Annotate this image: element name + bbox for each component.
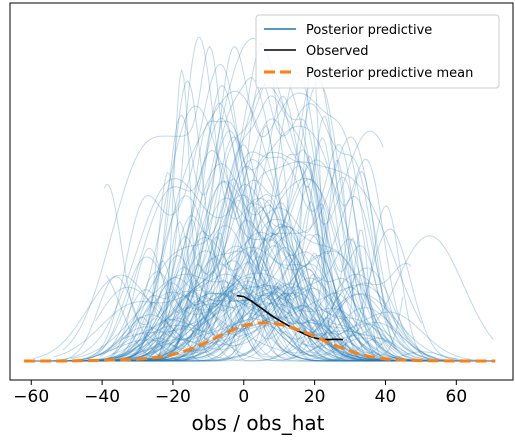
posterior-predictive-sample-line: [59, 225, 399, 362]
posterior-predictive-sample-line: [85, 161, 423, 362]
posterior-predictive-sample-line: [140, 95, 494, 362]
posterior-predictive-sample-line: [125, 232, 360, 362]
x-tick-label: 60: [446, 387, 468, 407]
posterior-predictive-sample-line: [116, 203, 489, 362]
posterior-predictive-sample-line: [122, 279, 459, 360]
x-tick-label: −40: [84, 387, 120, 407]
posterior-predictive-samples: [24, 36, 496, 362]
posterior-predictive-sample-line: [44, 284, 383, 362]
posterior-predictive-sample-line: [41, 291, 495, 362]
posterior-predictive-sample-line: [117, 266, 384, 362]
posterior-predictive-sample-line: [94, 77, 327, 362]
posterior-predictive-sample-line: [121, 250, 390, 362]
posterior-predictive-sample-line: [60, 261, 414, 362]
posterior-predictive-sample-line: [118, 282, 346, 362]
x-tick-label: 40: [375, 387, 397, 407]
posterior-predictive-sample-line: [154, 165, 421, 362]
posterior-predictive-sample-line: [73, 70, 416, 362]
legend-label-posterior-predictive: Posterior predictive: [306, 23, 432, 38]
x-axis-label: obs / obs_hat: [192, 411, 325, 435]
posterior-predictive-sample-line: [99, 178, 404, 362]
posterior-predictive-sample-line: [42, 274, 496, 362]
posterior-predictive-sample-line: [98, 291, 308, 361]
legend-label-observed: Observed: [306, 44, 369, 59]
posterior-predictive-sample-line: [127, 276, 423, 362]
posterior-predictive-sample-line: [24, 144, 433, 362]
posterior-predictive-sample-line: [164, 166, 423, 362]
posterior-predictive-sample-line: [84, 284, 440, 362]
plot-frame: [9, 2, 514, 381]
posterior-predictive-sample-line: [140, 245, 419, 362]
posterior-predictive-sample-line: [81, 199, 406, 362]
posterior-predictive-sample-line: [109, 277, 355, 352]
posterior-predictive-sample-line: [141, 292, 338, 362]
posterior-predictive-sample-line: [42, 63, 409, 362]
posterior-predictive-sample-line: [88, 286, 429, 362]
x-tick-label: −20: [155, 387, 191, 407]
posterior-predictive-sample-line: [143, 181, 407, 362]
posterior-predictive-sample-line: [80, 290, 302, 362]
posterior-predictive-sample-line: [35, 51, 426, 362]
posterior-predictive-sample-line: [124, 230, 389, 362]
posterior-predictive-sample-line: [93, 37, 494, 362]
posterior-predictive-sample-line: [27, 185, 394, 362]
x-axis-ticks: −60 −40 −20 0 20 40 60: [13, 380, 467, 407]
posterior-predictive-sample-line: [105, 246, 425, 362]
posterior-predictive-sample-line: [99, 289, 424, 362]
posterior-predictive-sample-line: [109, 78, 454, 362]
posterior-predictive-sample-line: [77, 197, 399, 362]
posterior-predictive-sample-line: [81, 292, 495, 362]
posterior-predictive-sample-line: [70, 273, 396, 361]
posterior-predictive-sample-line: [62, 45, 420, 362]
posterior-predictive-sample-line: [81, 287, 437, 362]
posterior-predictive-sample-line: [74, 105, 447, 362]
posterior-predictive-sample-line: [87, 136, 417, 360]
posterior-predictive-sample-line: [180, 225, 419, 362]
posterior-predictive-sample-line: [53, 291, 377, 362]
posterior-predictive-sample-line: [101, 290, 436, 362]
legend-label-posterior-predictive-mean: Posterior predictive mean: [306, 66, 473, 81]
posterior-predictive-sample-line: [103, 155, 408, 362]
posterior-predictive-sample-line: [105, 158, 489, 362]
posterior-predictive-sample-line: [53, 118, 384, 361]
posterior-predictive-sample-line: [81, 260, 494, 362]
posterior-predictive-sample-line: [144, 232, 394, 362]
posterior-predictive-sample-line: [94, 84, 404, 362]
posterior-predictive-sample-line: [67, 287, 334, 362]
posterior-predictive-sample-line: [101, 218, 430, 362]
posterior-predictive-sample-line: [32, 151, 355, 359]
posterior-predictive-sample-line: [112, 183, 442, 362]
posterior-predictive-sample-line: [66, 238, 460, 362]
posterior-predictive-sample-line: [88, 177, 452, 362]
posterior-predictive-sample-line: [75, 236, 440, 362]
x-tick-label: 0: [238, 387, 249, 407]
x-tick-label: 20: [304, 387, 326, 407]
legend-box: [255, 14, 500, 89]
legend: Posterior predictive Observed Posterior …: [255, 14, 500, 89]
posterior-predictive-sample-line: [133, 218, 425, 362]
x-tick-label: −60: [13, 387, 49, 407]
posterior-predictive-sample-line: [103, 46, 430, 359]
posterior-predictive-sample-line: [95, 286, 362, 361]
posterior-predictive-sample-line: [45, 283, 391, 362]
posterior-predictive-sample-line: [65, 143, 464, 362]
posterior-predictive-mean-line: [24, 321, 496, 363]
posterior-predictive-sample-line: [90, 149, 366, 362]
posterior-predictive-sample-line: [33, 159, 453, 362]
